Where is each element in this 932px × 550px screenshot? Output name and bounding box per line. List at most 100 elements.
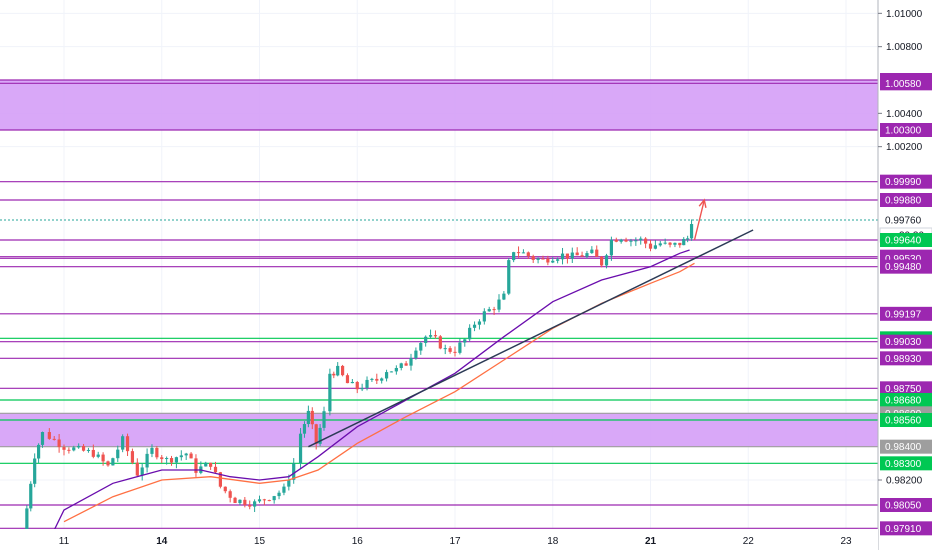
candle-body [277, 492, 281, 497]
trendline [308, 229, 754, 448]
candle-body [565, 253, 570, 259]
level-tag: 0.98300 [885, 459, 922, 470]
candle-body [292, 463, 296, 480]
candle-body [150, 447, 154, 454]
candle-body [570, 252, 574, 259]
candle-body [282, 486, 286, 493]
candle-body [194, 458, 198, 473]
candle-body [101, 454, 105, 462]
level-tag: 1.00300 [885, 126, 922, 137]
price-tick-label: 1.00800 [886, 42, 923, 53]
candle-body [600, 256, 604, 266]
candle-body [497, 299, 501, 310]
price-tick-label: 1.00400 [886, 109, 923, 120]
candle-body [384, 372, 389, 379]
candle-body [318, 427, 322, 444]
candle-body [482, 311, 486, 322]
candle-body [130, 451, 135, 463]
candle-body [204, 462, 208, 467]
candle-body [516, 252, 521, 254]
candle-body [125, 436, 130, 452]
candle-body [253, 501, 257, 507]
candle-body [306, 410, 310, 425]
level-tag: 0.98750 [885, 384, 922, 395]
candle-body [116, 449, 120, 459]
candle-body [218, 472, 222, 487]
current-price-tag: 0.99760 [885, 216, 922, 227]
candle-body [33, 458, 37, 484]
candle-body [663, 242, 667, 244]
candle-body [526, 252, 530, 257]
candle-body [394, 367, 398, 372]
level-tag: 0.98400 [885, 442, 922, 453]
level-tag: 0.97910 [885, 524, 922, 535]
candle-body [365, 379, 369, 389]
candle-body [375, 378, 379, 381]
candle-body [169, 458, 174, 463]
zone-rect [0, 413, 878, 447]
green-marker-tag-bg [880, 233, 932, 247]
overlays [43, 198, 754, 550]
candle-body [521, 252, 526, 254]
candle-body [287, 479, 291, 487]
candle-body [36, 444, 41, 459]
candle-body [609, 239, 613, 256]
current-price-tag-bg [880, 213, 932, 227]
green-marker-tag: 0.99640 [885, 236, 922, 247]
candle-body [536, 258, 540, 260]
candle-body [604, 255, 609, 266]
candle-body [443, 348, 447, 350]
time-tick-label: 21 [645, 536, 657, 547]
time-tick-label: 11 [59, 536, 70, 547]
candle-body [380, 378, 384, 381]
level-tag: 0.99480 [885, 262, 922, 273]
candle-body [507, 260, 511, 294]
level-tag-bg [880, 393, 932, 407]
candle-body [314, 424, 318, 444]
candle-body [332, 373, 336, 376]
price-tick-label: 0.98200 [886, 476, 923, 487]
candle-body [595, 249, 599, 257]
candle-body [512, 252, 516, 261]
candle-body [448, 348, 452, 352]
candle-body [614, 239, 618, 242]
candle-body [453, 351, 457, 353]
candle-body [77, 445, 81, 448]
time-axis[interactable] [0, 529, 878, 550]
candle-body [29, 483, 33, 509]
level-tag-bg [880, 306, 932, 321]
time-tick-label: 23 [840, 536, 852, 547]
candle-body [209, 462, 213, 467]
candle-body [414, 350, 418, 359]
candle-body [160, 457, 164, 460]
candle-body [62, 447, 66, 450]
level-tag: 0.99880 [885, 196, 922, 207]
candle-body [541, 258, 545, 260]
candle-body [648, 243, 653, 249]
time-tick-label: 22 [743, 536, 755, 547]
candle-body [52, 438, 56, 440]
candle-body [179, 455, 183, 458]
candle-body [502, 293, 506, 300]
candle-body [546, 258, 550, 263]
time-tick-label: 16 [352, 536, 364, 547]
candle-body [165, 458, 169, 460]
candle-body [370, 378, 374, 380]
candle-body [322, 411, 326, 428]
candle-body [355, 382, 359, 390]
candle-body [96, 454, 100, 457]
level-tag-bg [880, 456, 932, 471]
candle-body [678, 242, 682, 246]
candle-body [174, 457, 179, 463]
level-tag-bg [880, 381, 932, 396]
candle-body [121, 436, 125, 450]
level-tag-bg [880, 259, 932, 274]
candle-body [67, 449, 71, 451]
candle-body [639, 238, 643, 241]
candle-body [634, 240, 638, 242]
level-tag-bg [880, 439, 932, 454]
candle-body [298, 433, 303, 464]
candle-body [189, 453, 193, 459]
level-tag-bg [880, 498, 932, 512]
